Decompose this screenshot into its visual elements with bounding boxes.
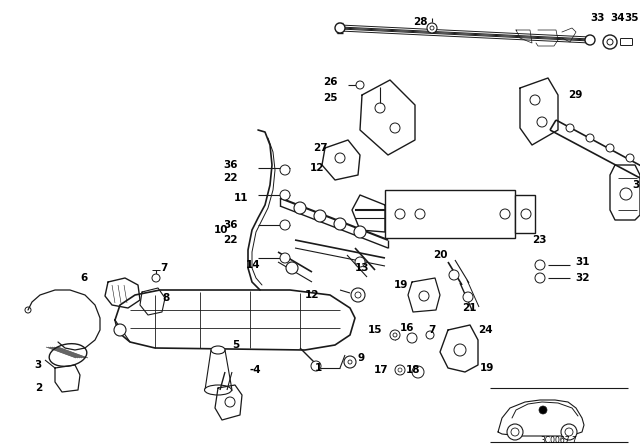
Circle shape bbox=[355, 257, 365, 267]
Text: 11: 11 bbox=[234, 193, 248, 203]
Circle shape bbox=[334, 218, 346, 230]
Text: 22: 22 bbox=[223, 173, 238, 183]
Bar bbox=[515, 195, 535, 233]
Circle shape bbox=[426, 331, 434, 339]
Polygon shape bbox=[140, 288, 165, 315]
Text: 20: 20 bbox=[433, 250, 448, 260]
Polygon shape bbox=[440, 325, 478, 372]
Text: 25: 25 bbox=[323, 93, 338, 103]
Text: 17: 17 bbox=[373, 365, 388, 375]
Circle shape bbox=[390, 330, 400, 340]
Circle shape bbox=[335, 23, 345, 33]
Circle shape bbox=[395, 365, 405, 375]
Text: 26: 26 bbox=[323, 77, 338, 87]
Polygon shape bbox=[115, 290, 355, 350]
Polygon shape bbox=[322, 140, 360, 180]
Text: 6: 6 bbox=[81, 273, 88, 283]
Ellipse shape bbox=[49, 344, 87, 366]
Circle shape bbox=[561, 424, 577, 440]
Text: 19: 19 bbox=[480, 363, 494, 373]
Circle shape bbox=[351, 288, 365, 302]
Text: 31: 31 bbox=[575, 257, 589, 267]
Ellipse shape bbox=[211, 346, 225, 354]
Text: 3C0067.7: 3C0067.7 bbox=[541, 435, 577, 444]
Polygon shape bbox=[352, 195, 385, 232]
Text: 15: 15 bbox=[367, 325, 382, 335]
Text: 19: 19 bbox=[394, 280, 408, 290]
Circle shape bbox=[280, 253, 290, 263]
Polygon shape bbox=[498, 400, 584, 436]
Circle shape bbox=[354, 226, 366, 238]
Circle shape bbox=[566, 124, 574, 132]
Circle shape bbox=[114, 324, 126, 336]
Circle shape bbox=[463, 292, 473, 302]
Circle shape bbox=[606, 144, 614, 152]
Circle shape bbox=[539, 406, 547, 414]
Circle shape bbox=[507, 424, 523, 440]
Text: 9: 9 bbox=[358, 353, 365, 363]
Circle shape bbox=[585, 35, 595, 45]
Circle shape bbox=[152, 274, 160, 282]
Text: 12: 12 bbox=[305, 290, 319, 300]
Text: 3: 3 bbox=[35, 360, 42, 370]
Polygon shape bbox=[105, 278, 140, 308]
Text: 29: 29 bbox=[568, 90, 582, 100]
Text: 24: 24 bbox=[478, 325, 493, 335]
Polygon shape bbox=[55, 365, 80, 392]
Circle shape bbox=[280, 165, 290, 175]
Circle shape bbox=[356, 81, 364, 89]
Text: 13: 13 bbox=[355, 263, 369, 273]
Text: 33: 33 bbox=[591, 13, 605, 23]
Text: 7: 7 bbox=[428, 325, 435, 335]
Polygon shape bbox=[520, 78, 558, 145]
Ellipse shape bbox=[205, 385, 232, 395]
Text: 34: 34 bbox=[611, 13, 625, 23]
Polygon shape bbox=[360, 80, 415, 155]
Circle shape bbox=[314, 210, 326, 222]
Circle shape bbox=[603, 35, 617, 49]
Polygon shape bbox=[610, 165, 640, 220]
Circle shape bbox=[449, 270, 459, 280]
Circle shape bbox=[535, 273, 545, 283]
Polygon shape bbox=[408, 278, 440, 312]
Circle shape bbox=[344, 356, 356, 368]
Text: 23: 23 bbox=[532, 235, 547, 245]
Circle shape bbox=[311, 361, 321, 371]
Polygon shape bbox=[215, 385, 242, 420]
Circle shape bbox=[427, 23, 437, 33]
Text: 1: 1 bbox=[315, 363, 323, 373]
Circle shape bbox=[626, 154, 634, 162]
Text: -4: -4 bbox=[250, 365, 262, 375]
Circle shape bbox=[407, 333, 417, 343]
Text: 8: 8 bbox=[162, 293, 169, 303]
Circle shape bbox=[294, 202, 306, 214]
Text: 28: 28 bbox=[413, 17, 428, 27]
Circle shape bbox=[286, 262, 298, 274]
Circle shape bbox=[586, 134, 594, 142]
Text: 18: 18 bbox=[406, 365, 420, 375]
Text: 14: 14 bbox=[245, 260, 260, 270]
Text: 12: 12 bbox=[310, 163, 324, 173]
Circle shape bbox=[280, 190, 290, 200]
Bar bbox=[385, 190, 515, 238]
Text: 5: 5 bbox=[232, 340, 239, 350]
Text: 7: 7 bbox=[160, 263, 168, 273]
Circle shape bbox=[280, 220, 290, 230]
Text: 36: 36 bbox=[223, 160, 238, 170]
Circle shape bbox=[535, 260, 545, 270]
Text: 36: 36 bbox=[223, 220, 238, 230]
Text: 10: 10 bbox=[214, 225, 228, 235]
Text: 32: 32 bbox=[575, 273, 589, 283]
Text: 16: 16 bbox=[400, 323, 415, 333]
Text: 30: 30 bbox=[632, 180, 640, 190]
Circle shape bbox=[412, 366, 424, 378]
Text: 21: 21 bbox=[462, 303, 477, 313]
Text: 27: 27 bbox=[314, 143, 328, 153]
Text: 35: 35 bbox=[625, 13, 639, 23]
Text: 2: 2 bbox=[35, 383, 42, 393]
Text: 22: 22 bbox=[223, 235, 238, 245]
